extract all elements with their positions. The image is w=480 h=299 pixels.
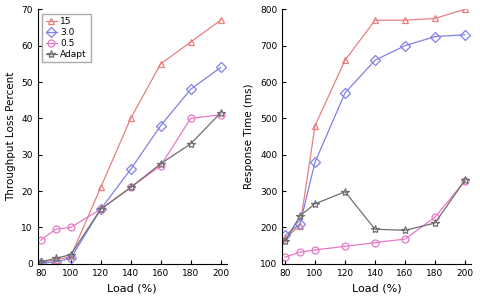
- 0.5: [53, 228, 59, 231]
- Adapt: [158, 162, 164, 166]
- 0.5: [218, 113, 224, 117]
- 0.5: [38, 238, 44, 242]
- 3.0: [128, 167, 133, 171]
- 15: [218, 19, 224, 22]
- Line: Adapt: Adapt: [36, 109, 225, 266]
- 15: [158, 62, 164, 66]
- Adapt: [128, 186, 133, 189]
- 3.0: [38, 261, 44, 265]
- Line: 3.0: 3.0: [37, 64, 224, 266]
- 15: [68, 255, 73, 258]
- 15: [38, 260, 44, 264]
- 0.5: [188, 117, 193, 120]
- 15: [128, 117, 133, 120]
- 3.0: [218, 66, 224, 69]
- 0.5: [98, 208, 104, 211]
- 15: [188, 40, 193, 44]
- Adapt: [68, 253, 73, 257]
- Adapt: [53, 257, 59, 260]
- Adapt: [38, 260, 44, 264]
- 0.5: [158, 164, 164, 167]
- 3.0: [158, 124, 164, 127]
- 0.5: [68, 226, 73, 229]
- Line: 0.5: 0.5: [37, 111, 224, 244]
- Y-axis label: Throughput Loss Percent: Throughput Loss Percent: [6, 72, 16, 201]
- 3.0: [188, 88, 193, 91]
- Adapt: [188, 142, 193, 146]
- 15: [53, 258, 59, 262]
- Y-axis label: Response Time (ms): Response Time (ms): [244, 84, 254, 189]
- X-axis label: Load (%): Load (%): [108, 283, 157, 293]
- Adapt: [98, 208, 104, 211]
- Line: 15: 15: [37, 17, 224, 266]
- 0.5: [128, 186, 133, 189]
- Legend: 15, 3.0, 0.5, Adapt: 15, 3.0, 0.5, Adapt: [42, 14, 91, 62]
- 3.0: [98, 208, 104, 211]
- 3.0: [68, 257, 73, 260]
- Adapt: [218, 111, 224, 115]
- 15: [98, 186, 104, 189]
- 3.0: [53, 260, 59, 264]
- X-axis label: Load (%): Load (%): [352, 283, 401, 293]
